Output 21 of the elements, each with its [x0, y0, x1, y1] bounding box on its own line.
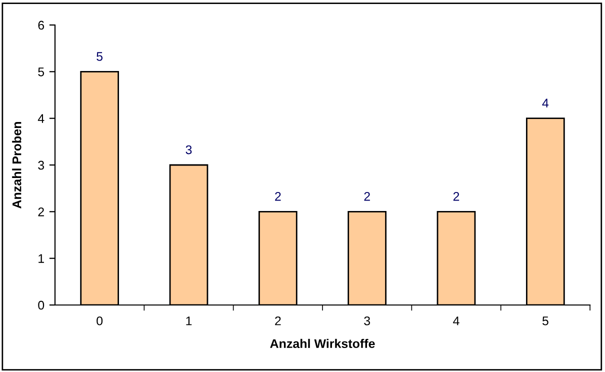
data-label: 5: [96, 52, 103, 61]
y-tick-label: 6: [38, 20, 44, 30]
y-tick-label: 3: [38, 160, 44, 170]
x-tick-label: 1: [186, 316, 192, 326]
data-label: 4: [542, 98, 549, 108]
x-tick-label: 5: [542, 316, 548, 326]
y-axis-title: Anzahl Proben: [12, 122, 22, 208]
x-tick-label: 0: [96, 316, 103, 326]
data-label: 2: [364, 192, 370, 201]
x-tick-label: 2: [275, 316, 281, 326]
data-label: 2: [275, 192, 281, 201]
y-tick-label: 5: [38, 68, 44, 76]
data-label: 2: [453, 192, 460, 201]
x-axis-title: Anzahl Wirkstoffe: [270, 338, 375, 348]
data-label: 3: [186, 145, 192, 154]
x-tick-label: 4: [453, 316, 460, 326]
y-tick-label: 4: [38, 114, 44, 123]
y-tick-label: 2: [38, 207, 44, 216]
y-tick-label: 0: [38, 300, 44, 310]
y-tick-label: 1: [38, 254, 44, 263]
x-tick-label: 3: [364, 316, 370, 326]
